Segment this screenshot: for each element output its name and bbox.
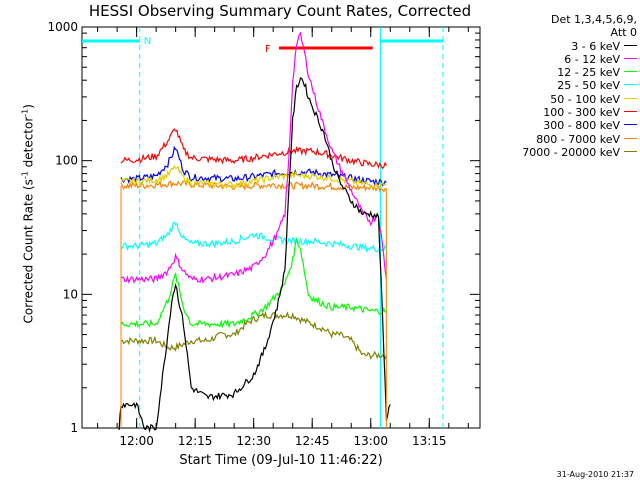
legend-header-detectors: Det 1,3,4,5,6,9, (550, 13, 637, 26)
legend-item-label: 50 - 100 keV (550, 92, 620, 106)
legend-item-swatch (624, 84, 637, 86)
series-line (120, 31, 387, 284)
night-label: N (144, 36, 151, 47)
y-tick-label: 1 (70, 421, 78, 435)
series-line (120, 238, 387, 329)
legend-item-swatch (624, 71, 637, 73)
legend-items: 3 - 6 keV 6 - 12 keV 12 - 25 keV 25 - 50 ke… (487, 40, 637, 160)
y-axis-label-exp1: -1 (20, 171, 30, 180)
legend-item: 12 - 25 keV (487, 66, 637, 79)
plot-frame (81, 26, 481, 429)
y-tick-label: 10 (63, 287, 78, 301)
legend-item-label: 100 - 300 keV (543, 106, 620, 120)
legend-item-label: 800 - 7000 keV (536, 132, 620, 146)
y-tick-label: 100 (55, 154, 78, 168)
legend-item-label: 3 - 6 keV (571, 39, 620, 53)
series-line (120, 128, 387, 170)
legend-item: 3 - 6 keV (487, 40, 637, 53)
legend-item: 800 - 7000 keV (487, 133, 637, 146)
series-line (120, 310, 387, 360)
y-tick-label: 1000 (47, 20, 78, 34)
legend-item-label: 12 - 25 keV (557, 66, 620, 80)
legend-item: 50 - 100 keV (487, 93, 637, 106)
y-axis-label-exp2: -1 (20, 108, 30, 117)
legend-item-label: 300 - 800 keV (543, 119, 620, 133)
legend-item-swatch (624, 111, 637, 113)
legend-item-label: 6 - 12 keV (564, 52, 620, 66)
y-axis-label-text: Corrected Count Rate (s (21, 179, 36, 324)
x-tick-label: 12:15 (178, 434, 213, 448)
series-line (120, 221, 387, 254)
legend-item-swatch (624, 137, 637, 139)
x-tick-label: 13:00 (353, 434, 388, 448)
x-tick-label: 12:30 (236, 434, 271, 448)
legend-item-swatch (624, 124, 637, 126)
series-line (120, 164, 387, 190)
legend-item-label: 25 - 50 keV (557, 79, 620, 93)
legend-item: 6 - 12 keV (487, 53, 637, 66)
x-tick-label: 13:15 (412, 434, 447, 448)
y-axis-label: Corrected Count Rate (s-1 detector-1) (20, 104, 36, 324)
legend-item: 7000 - 20000 keV (487, 146, 637, 159)
series-line (120, 180, 387, 193)
legend-item-label: 7000 - 20000 keV (522, 145, 620, 159)
y-axis-label-end: ) (21, 104, 36, 109)
series-line (118, 77, 391, 433)
x-tick-label: 12:45 (295, 434, 330, 448)
series-line (120, 145, 387, 187)
legend-item: 300 - 800 keV (487, 119, 637, 132)
chart-title: HESSI Observing Summary Count Rates, Cor… (88, 2, 472, 20)
legend-item-swatch (624, 150, 637, 152)
legend-header-attenuator: Att 0 (610, 26, 637, 40)
legend-item: 100 - 300 keV (487, 106, 637, 119)
footer-timestamp: 31-Aug-2010 21:37 (556, 470, 634, 479)
legend-item: 25 - 50 keV (487, 79, 637, 92)
y-axis-label-mid: detector (21, 116, 36, 172)
flare-label: F (265, 44, 271, 55)
legend-item-swatch (624, 57, 637, 59)
legend-item-swatch (624, 97, 637, 99)
x-axis-label: Start Time (09-Jul-10 11:46:22) (179, 453, 383, 468)
legend: Det 1,3,4,5,6,9, Att 0 3 - 6 keV 6 - 12 k… (487, 13, 637, 159)
x-tick-label: 12:00 (119, 434, 154, 448)
legend-item-swatch (624, 44, 637, 46)
